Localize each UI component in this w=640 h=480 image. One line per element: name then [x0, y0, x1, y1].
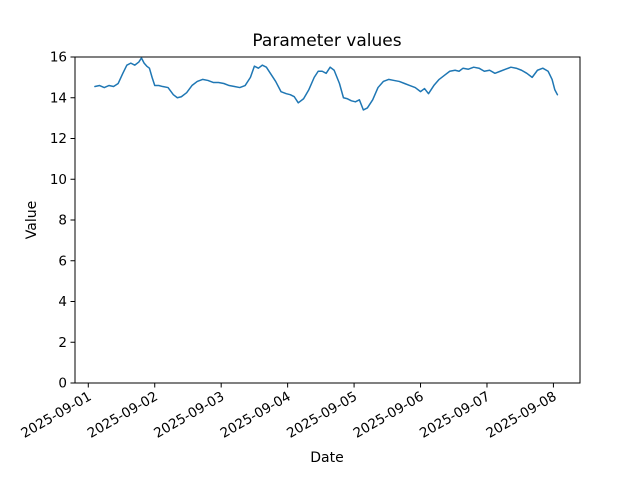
- y-tick-label: 8: [58, 213, 67, 229]
- y-tick-label: 4: [58, 294, 67, 310]
- y-tick-label: 14: [50, 90, 67, 106]
- x-tick-label: 2025-09-05: [284, 389, 360, 442]
- y-tick-label: 16: [50, 50, 67, 66]
- chart-title: Parameter values: [252, 31, 401, 51]
- x-tick-label: 2025-09-02: [85, 389, 161, 442]
- x-axis-label: Date: [310, 450, 343, 466]
- x-tick-label: 2025-09-03: [151, 389, 227, 442]
- x-tick-label: 2025-09-04: [218, 389, 294, 442]
- y-axis-label: Value: [24, 201, 40, 239]
- y-tick-label: 2: [58, 335, 67, 351]
- y-tick-label: 12: [50, 131, 67, 147]
- x-tick-label: 2025-09-08: [483, 389, 559, 442]
- y-tick-label: 6: [58, 253, 67, 269]
- axes-spines: [74, 56, 581, 384]
- x-tick-label: 2025-09-06: [351, 389, 427, 442]
- plot-area: 02468101214162025-09-012025-09-022025-09…: [18, 50, 581, 442]
- y-tick-label: 10: [50, 172, 67, 188]
- x-tick-label: 2025-09-01: [18, 389, 94, 442]
- y-tick-label: 0: [58, 376, 67, 392]
- x-tick-label: 2025-09-07: [417, 389, 493, 442]
- data-line: [94, 57, 559, 111]
